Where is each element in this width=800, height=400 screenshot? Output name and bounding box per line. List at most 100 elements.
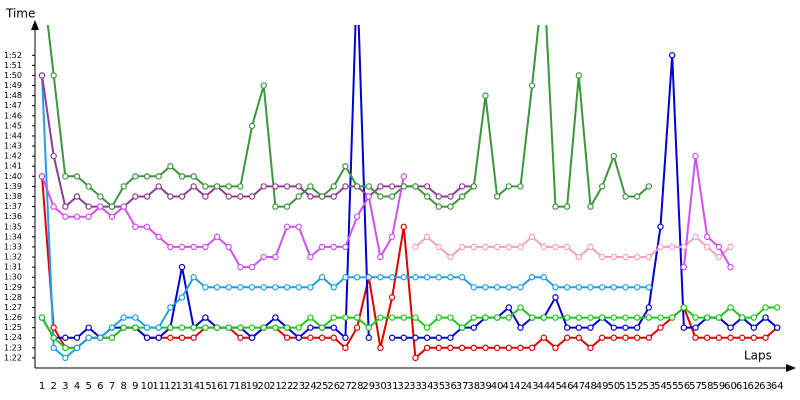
series-line xyxy=(41,176,778,360)
point xyxy=(62,203,69,210)
x-tick-label: 55 xyxy=(666,381,679,392)
x-tick-label: 31 xyxy=(386,381,399,392)
point xyxy=(50,72,57,79)
point xyxy=(645,334,653,341)
y-tick-label: 1:50 xyxy=(4,71,22,80)
point xyxy=(50,344,57,352)
point xyxy=(540,243,548,251)
point xyxy=(447,334,454,341)
point xyxy=(342,314,349,321)
x-tick-label: 17 xyxy=(222,381,235,392)
point xyxy=(540,334,548,341)
point xyxy=(703,243,711,251)
y-tick-label: 1:29 xyxy=(4,283,22,292)
point xyxy=(727,263,734,271)
point xyxy=(633,253,641,261)
point xyxy=(62,334,69,341)
point xyxy=(202,193,209,200)
point xyxy=(178,324,186,331)
point xyxy=(213,324,221,331)
point xyxy=(668,243,676,251)
point xyxy=(155,173,162,180)
y-tick-label: 1:28 xyxy=(4,293,22,302)
point xyxy=(540,274,548,281)
point xyxy=(622,324,629,331)
point xyxy=(412,354,419,362)
point xyxy=(307,183,314,190)
point xyxy=(388,183,396,190)
x-tick-label: 56 xyxy=(677,381,690,392)
point xyxy=(307,193,314,200)
point xyxy=(482,243,489,251)
point xyxy=(295,334,302,341)
point xyxy=(283,183,291,190)
point xyxy=(715,243,723,251)
point xyxy=(260,82,267,89)
point xyxy=(505,314,512,321)
point xyxy=(668,52,676,59)
point xyxy=(517,284,524,291)
point xyxy=(703,314,711,321)
point xyxy=(295,284,302,291)
x-tick-label: 20 xyxy=(257,381,270,392)
x-tick-label: 15 xyxy=(199,381,212,392)
point xyxy=(237,193,244,200)
point xyxy=(493,284,501,291)
point xyxy=(563,314,571,321)
x-tick-label: 47 xyxy=(572,381,585,392)
point xyxy=(645,183,653,190)
point xyxy=(482,284,489,291)
y-tick-label: 1:22 xyxy=(4,353,22,362)
point xyxy=(435,314,442,321)
point xyxy=(587,324,594,331)
point xyxy=(202,284,209,291)
point xyxy=(353,183,361,190)
point xyxy=(330,324,337,331)
point xyxy=(342,183,349,190)
x-tick-label: 33 xyxy=(409,381,422,392)
y-tick-label: 1:31 xyxy=(4,263,22,272)
x-tick-label: 23 xyxy=(292,381,305,392)
point xyxy=(435,344,442,352)
point xyxy=(739,314,746,321)
point xyxy=(108,203,116,210)
x-tick-label: 34 xyxy=(421,381,434,392)
point xyxy=(377,274,384,281)
point xyxy=(750,324,758,331)
point xyxy=(692,233,699,241)
y-tick-label: 1:25 xyxy=(4,323,22,332)
point xyxy=(412,274,419,281)
point xyxy=(727,334,734,341)
point xyxy=(528,344,536,352)
y-tick-label: 1:23 xyxy=(4,343,22,352)
point xyxy=(692,334,699,341)
point xyxy=(703,334,711,341)
point xyxy=(330,193,337,200)
y-tick-label: 1:39 xyxy=(4,182,22,191)
point xyxy=(202,314,209,321)
point xyxy=(178,263,186,271)
point xyxy=(202,183,209,190)
point xyxy=(237,183,244,190)
y-tick-label: 1:51 xyxy=(4,61,22,70)
point xyxy=(575,324,583,331)
point xyxy=(412,314,419,321)
point xyxy=(318,193,326,200)
point xyxy=(190,324,197,331)
point xyxy=(423,233,431,241)
point xyxy=(598,183,606,190)
point xyxy=(330,183,337,190)
point xyxy=(295,324,302,331)
point xyxy=(400,183,407,190)
point xyxy=(97,193,104,200)
point xyxy=(482,314,489,321)
point xyxy=(715,253,723,261)
point xyxy=(365,334,372,341)
point xyxy=(248,334,256,341)
point xyxy=(470,243,477,251)
x-tick-label: 16 xyxy=(211,381,224,392)
point xyxy=(318,243,326,251)
point xyxy=(715,334,723,341)
point xyxy=(458,324,466,331)
x-tick-label: 64 xyxy=(771,381,784,392)
